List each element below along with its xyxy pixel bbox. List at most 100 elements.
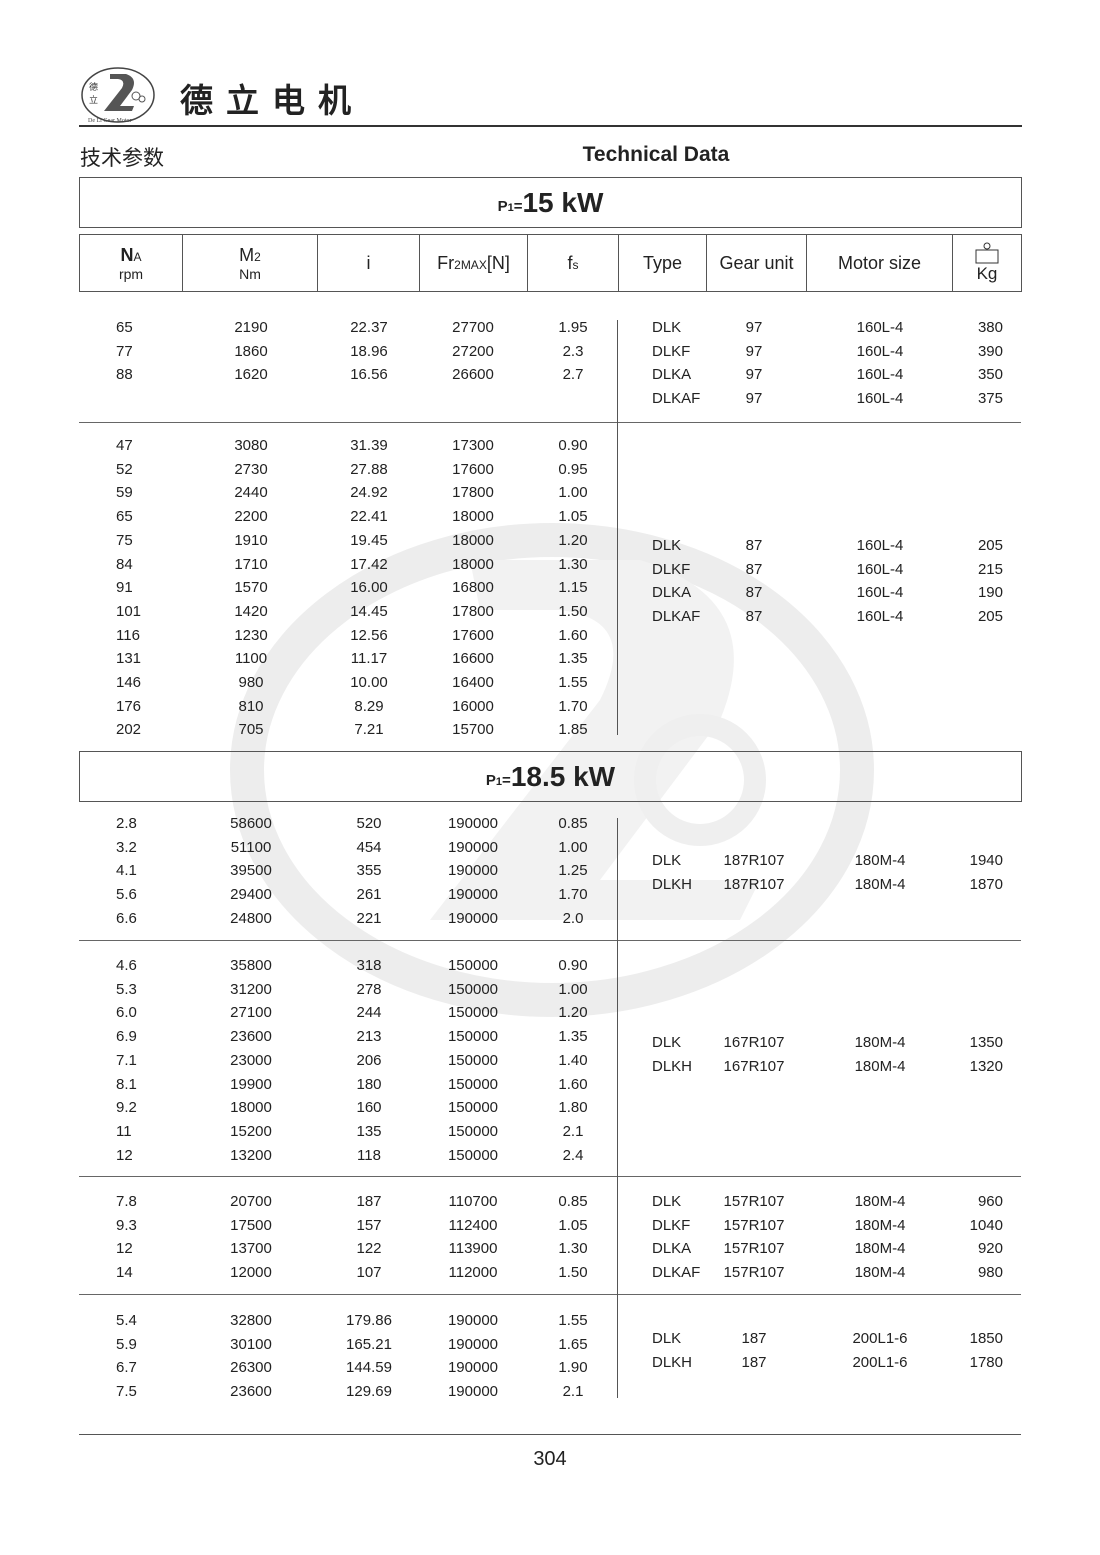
cell-ratio: 135 [356, 1122, 382, 1140]
cell-motor-size: 180M-4 [854, 1240, 906, 1258]
cell-radial-force: 150000 [447, 1075, 499, 1093]
cell-type: DLKA [652, 1240, 692, 1258]
cell-ratio: 17.42 [350, 555, 388, 573]
col-fs-sub: s [572, 257, 579, 272]
cell-output-torque: 27100 [230, 1004, 272, 1022]
cell-service-factor: 1.05 [558, 508, 588, 526]
cell-output-speed: 131 [116, 650, 142, 668]
cell-radial-force: 190000 [447, 815, 499, 832]
cell-weight: 390 [977, 342, 1003, 360]
cell-service-factor: 1.70 [558, 697, 588, 715]
power-equals: = [502, 772, 511, 789]
cell-weight: 190 [977, 584, 1003, 602]
col-gear-unit: Gear unit [707, 235, 807, 291]
cell-ratio: 261 [356, 886, 382, 904]
cell-ratio: 7.21 [354, 721, 384, 739]
cell-output-speed: 202 [116, 721, 142, 739]
cell-weight: 1940 [969, 852, 1003, 869]
cell-output-speed: 6.7 [116, 1359, 137, 1377]
cell-radial-force: 190000 [447, 838, 499, 856]
cell-type: DLKAF [652, 608, 701, 626]
cell-output-torque: 705 [238, 721, 264, 739]
cell-motor-size: 160L-4 [856, 366, 904, 384]
cell-output-speed: 65 [116, 508, 133, 526]
cell-ratio: 179.86 [346, 1312, 392, 1329]
power-symbol: P [485, 772, 496, 789]
col-m2-unit: Nm [239, 265, 261, 282]
cell-radial-force: 26600 [452, 366, 494, 384]
power-symbol: P [497, 198, 508, 215]
cell-ratio: 22.41 [350, 508, 388, 526]
cell-service-factor: 0.95 [558, 460, 588, 478]
cell-radial-force: 17800 [452, 484, 494, 502]
cell-output-torque: 13700 [230, 1240, 272, 1258]
cell-ratio: 19.45 [350, 531, 388, 549]
cell-service-factor: 1.05 [558, 1216, 588, 1234]
header-rule [79, 125, 1022, 127]
cell-output-torque: 19900 [230, 1075, 272, 1093]
col-fs-label: f [567, 252, 573, 273]
col-motor-size-label: Motor size [837, 252, 922, 273]
cell-output-torque: 15200 [230, 1122, 272, 1140]
cell-radial-force: 27200 [452, 342, 494, 360]
cell-gear-unit: 157R107 [723, 1216, 785, 1234]
cell-radial-force: 16600 [452, 650, 494, 668]
cell-output-torque: 23600 [230, 1383, 272, 1401]
cell-output-torque: 980 [238, 674, 264, 691]
cell-radial-force: 190000 [447, 886, 499, 904]
cell-ratio: 129.69 [346, 1383, 392, 1401]
col-gear-unit-label: Gear unit [719, 252, 794, 273]
cell-service-factor: 1.00 [558, 838, 588, 856]
cell-radial-force: 190000 [447, 1312, 499, 1329]
cell-radial-force: 190000 [447, 1335, 499, 1353]
cell-ratio: 27.88 [350, 460, 388, 478]
page-number: 304 [533, 1448, 567, 1470]
cell-output-torque: 1420 [234, 602, 268, 620]
cell-output-speed: 176 [116, 697, 142, 715]
cell-type: DLK [652, 1330, 682, 1347]
cell-output-speed: 12 [116, 1146, 133, 1164]
cell-gear-unit: 97 [745, 390, 763, 408]
cell-motor-size: 180M-4 [854, 875, 906, 893]
cell-weight: 1870 [969, 875, 1003, 893]
cell-gear-unit: 157R107 [723, 1240, 785, 1258]
cell-output-torque: 1910 [234, 531, 268, 549]
cell-gear-unit: 167R107 [723, 1034, 785, 1051]
cell-weight: 1320 [969, 1057, 1003, 1075]
cell-type: DLKH [652, 1353, 693, 1371]
cell-output-speed: 3.2 [116, 838, 137, 856]
cell-output-speed: 91 [116, 579, 133, 597]
cell-output-speed: 65 [116, 319, 133, 336]
cell-radial-force: 112400 [448, 1216, 498, 1234]
cell-gear-unit: 157R107 [723, 1193, 785, 1210]
cell-gear-unit: 87 [745, 537, 763, 554]
power-banner-15kw: P1= 15 kW [79, 177, 1022, 228]
group-divider [79, 1176, 1021, 1177]
cell-service-factor: 2.0 [562, 909, 584, 927]
cell-output-torque: 1570 [234, 579, 268, 597]
cell-output-speed: 12 [116, 1240, 133, 1258]
cell-ratio: 16.56 [350, 366, 388, 384]
cell-service-factor: 1.60 [558, 1075, 588, 1093]
cell-motor-size: 180M-4 [854, 1264, 906, 1282]
cell-weight: 1850 [969, 1330, 1003, 1347]
cell-radial-force: 150000 [447, 1099, 499, 1117]
cell-output-torque: 1620 [234, 366, 268, 384]
cell-weight: 380 [977, 319, 1003, 336]
cell-weight: 205 [977, 608, 1003, 626]
cell-radial-force: 112000 [448, 1264, 498, 1282]
cell-output-speed: 5.4 [116, 1312, 137, 1329]
svg-text:德: 德 [89, 81, 98, 93]
cell-output-speed: 7.1 [116, 1051, 137, 1069]
cell-weight: 1040 [969, 1216, 1003, 1234]
company-logo: 德 立 De Li Gear Motor [81, 67, 155, 124]
cell-type: DLKF [652, 342, 691, 360]
group-divider [79, 940, 1021, 941]
cell-output-torque: 3080 [234, 437, 268, 454]
cell-output-speed: 77 [116, 342, 133, 360]
power-equals: = [513, 198, 523, 215]
cell-ratio: 107 [356, 1264, 382, 1282]
cell-motor-size: 180M-4 [854, 852, 906, 869]
cell-type: DLK [652, 1193, 682, 1210]
cell-output-speed: 88 [116, 366, 133, 384]
